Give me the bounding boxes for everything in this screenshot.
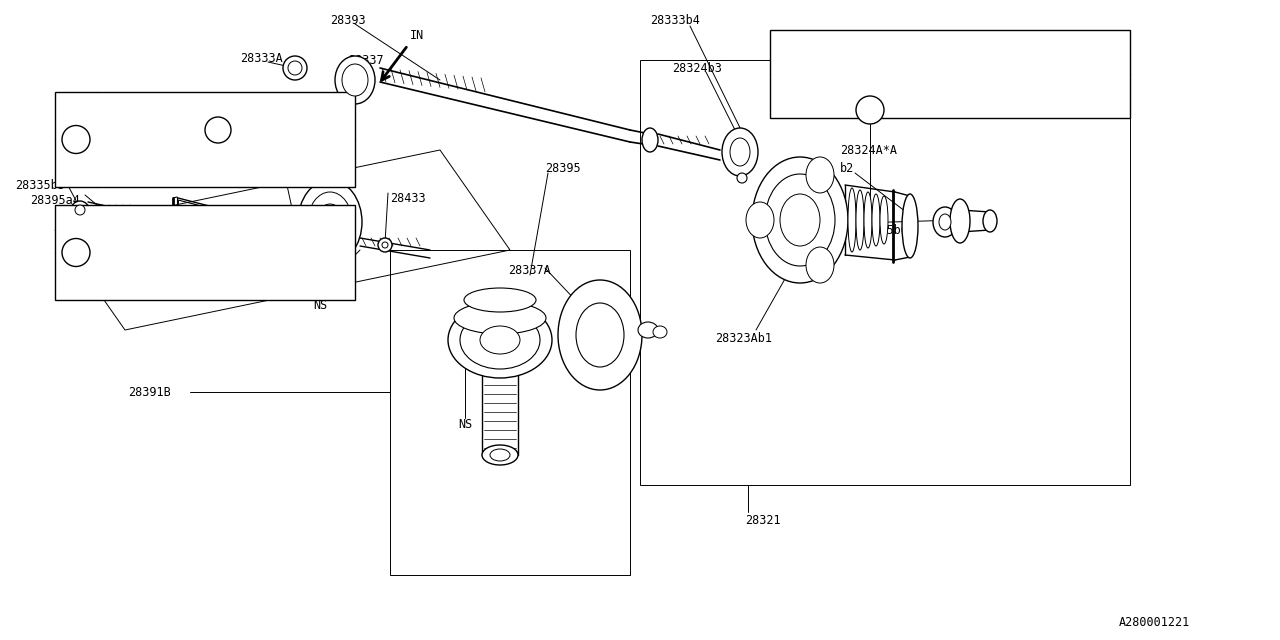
Circle shape: [205, 117, 230, 143]
Text: 28395: 28395: [545, 161, 581, 175]
Text: a3: a3: [236, 124, 257, 136]
Text: 28391B: 28391B: [128, 385, 170, 399]
Text: 28393: 28393: [330, 13, 366, 26]
Text: 28323D(b1+b2+b3+b4+b5+b6): 28323D(b1+b2+b3+b4+b5+b6): [776, 90, 954, 102]
Text: 2: 2: [215, 124, 221, 136]
Circle shape: [856, 96, 884, 124]
Ellipse shape: [872, 194, 881, 246]
Text: 28335b5: 28335b5: [15, 179, 65, 191]
Text: 28337: 28337: [348, 54, 384, 67]
Ellipse shape: [864, 192, 872, 248]
Ellipse shape: [283, 56, 307, 80]
Ellipse shape: [480, 326, 520, 354]
Ellipse shape: [576, 303, 625, 367]
Ellipse shape: [454, 302, 547, 334]
Text: 28324B*Aa2: 28324B*Aa2: [188, 134, 260, 147]
Ellipse shape: [308, 192, 352, 252]
Text: NS: NS: [458, 419, 472, 431]
Circle shape: [61, 125, 90, 154]
Text: 28324A*B(    -'07MY0610): 28324A*B( -'07MY0610): [102, 222, 274, 236]
Ellipse shape: [316, 204, 344, 240]
Ellipse shape: [637, 322, 658, 338]
Text: 28324b3: 28324b3: [672, 61, 722, 74]
Ellipse shape: [116, 217, 127, 233]
Ellipse shape: [940, 214, 951, 230]
Text: 28333A: 28333A: [241, 51, 283, 65]
Text: NS: NS: [314, 298, 328, 312]
Ellipse shape: [933, 207, 957, 237]
Ellipse shape: [849, 188, 856, 252]
Ellipse shape: [490, 449, 509, 461]
Text: 1: 1: [72, 133, 79, 146]
Ellipse shape: [881, 196, 888, 244]
Ellipse shape: [746, 202, 774, 238]
Text: 28324B*B('07MY0610-    ): 28324B*B('07MY0610- ): [102, 269, 274, 283]
Ellipse shape: [298, 180, 362, 264]
Bar: [55, 92, 355, 187]
Ellipse shape: [342, 64, 369, 96]
Bar: [55, 205, 355, 300]
Ellipse shape: [856, 190, 864, 250]
Ellipse shape: [753, 157, 849, 283]
Text: 28321: 28321: [745, 513, 781, 527]
Ellipse shape: [806, 247, 835, 283]
Ellipse shape: [983, 210, 997, 232]
Bar: [771, 30, 1130, 118]
Text: 28395a4: 28395a4: [29, 193, 79, 207]
Ellipse shape: [460, 311, 540, 369]
Ellipse shape: [806, 157, 835, 193]
Text: 28433: 28433: [390, 191, 426, 205]
Circle shape: [61, 239, 90, 266]
Ellipse shape: [653, 326, 667, 338]
Ellipse shape: [448, 302, 552, 378]
Text: 28392D ('07MY0610-    ): 28392D ('07MY0610- ): [102, 157, 266, 170]
Ellipse shape: [643, 128, 658, 152]
Ellipse shape: [465, 288, 536, 312]
Text: 28324A*A: 28324A*A: [840, 143, 897, 157]
Ellipse shape: [558, 280, 643, 390]
Ellipse shape: [70, 201, 90, 219]
Text: A280001221: A280001221: [1119, 616, 1190, 628]
Text: 28323C(a1+a2+a3+a4): 28323C(a1+a2+a3+a4): [776, 45, 911, 58]
Ellipse shape: [109, 212, 122, 232]
Text: 28323a1: 28323a1: [131, 239, 180, 252]
Text: 28337A: 28337A: [508, 264, 550, 276]
Ellipse shape: [335, 56, 375, 104]
Ellipse shape: [950, 199, 970, 243]
Ellipse shape: [722, 128, 758, 176]
Ellipse shape: [737, 173, 748, 183]
Ellipse shape: [483, 445, 518, 465]
Text: 28395b6: 28395b6: [858, 223, 908, 237]
Ellipse shape: [76, 205, 84, 215]
Text: 28392A (    -'07MY0610): 28392A ( -'07MY0610): [102, 109, 266, 122]
Ellipse shape: [765, 174, 835, 266]
Ellipse shape: [288, 61, 302, 75]
Ellipse shape: [730, 138, 750, 166]
Text: 2: 2: [72, 246, 79, 259]
Ellipse shape: [780, 194, 820, 246]
Ellipse shape: [378, 238, 392, 252]
Text: 28323Ab1: 28323Ab1: [716, 332, 772, 344]
Text: 1: 1: [867, 104, 873, 116]
Text: b2: b2: [840, 161, 854, 175]
Ellipse shape: [381, 242, 388, 248]
Ellipse shape: [902, 194, 918, 258]
Text: IN: IN: [410, 29, 424, 42]
Text: 28333b4: 28333b4: [650, 13, 700, 26]
